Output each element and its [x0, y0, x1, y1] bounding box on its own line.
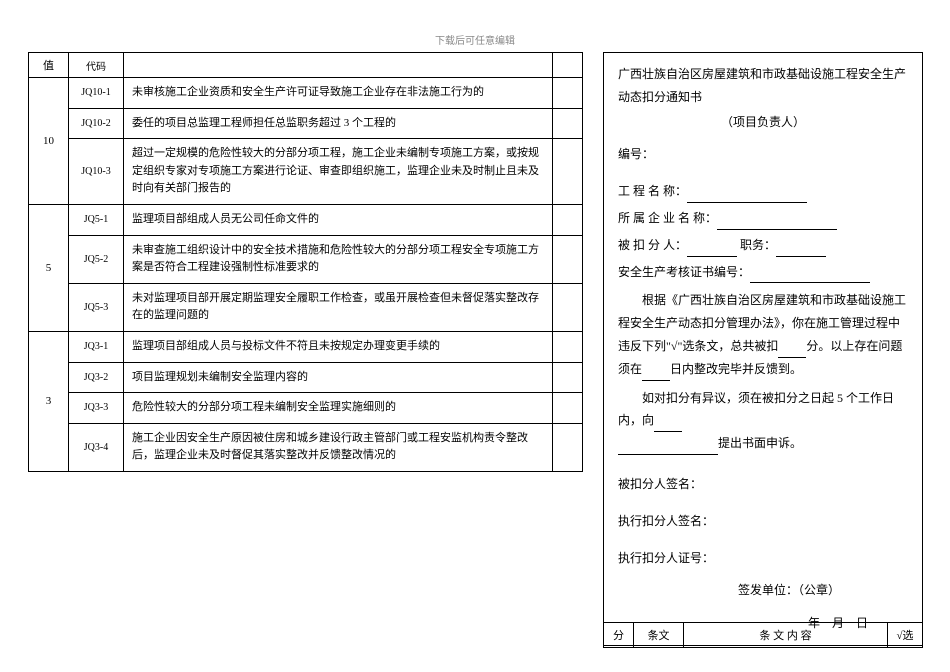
table-header-row: 值 代码: [29, 53, 583, 78]
cert-line: 安全生产考核证书编号：: [618, 261, 908, 284]
table-row: 3 JQ3-1 监理项目部组成人员与投标文件不符且未按规定办理变更手续的: [29, 331, 583, 362]
row-desc: 危险性较大的分部分项工程未编制安全监理实施细则的: [124, 393, 553, 424]
row-check: [553, 204, 583, 235]
serial-label: 编号：: [618, 147, 654, 161]
table-row: 10 JQ10-1 未审核施工企业资质和安全生产许可证导致施工企业存在非法施工行…: [29, 78, 583, 109]
row-check: [553, 108, 583, 139]
person-line: 被 扣 分 人： 职务：: [618, 234, 908, 257]
bottom-col-check: √选: [888, 623, 923, 648]
row-code: JQ5-3: [69, 283, 124, 331]
cert-label: 安全生产考核证书编号：: [618, 265, 750, 279]
row-code: JQ10-3: [69, 139, 124, 205]
table-row: JQ3-2 项目监理规划未编制安全监理内容的: [29, 362, 583, 393]
deduction-table: 值 代码 10 JQ10-1 未审核施工企业资质和安全生产许可证导致施工企业存在…: [28, 52, 583, 472]
sign-person-line: 被扣分人签名：: [618, 473, 908, 496]
table-row: JQ3-3 危险性较大的分部分项工程未编制安全监理实施细则的: [29, 393, 583, 424]
bottom-col-score: 分: [604, 623, 634, 648]
row-check: [553, 235, 583, 283]
header-value: 值: [29, 53, 69, 78]
row-code: JQ10-2: [69, 108, 124, 139]
row-desc: 未审查施工组织设计中的安全技术措施和危险性较大的分部分项工程安全专项施工方案是否…: [124, 235, 553, 283]
seal-line: 签发单位：（公章）: [618, 579, 908, 602]
appeal-to-blank-2: [618, 441, 718, 455]
notice-title: 广西壮族自治区房屋建筑和市政基础设施工程安全生产动态扣分通知书: [618, 63, 908, 109]
row-desc: 超过一定规模的危险性较大的分部分项工程，施工企业未编制专项施工方案，或按规定组织…: [124, 139, 553, 205]
row-desc: 监理项目部组成人员无公司任命文件的: [124, 204, 553, 235]
row-check: [553, 283, 583, 331]
company-line: 所 属 企 业 名 称：: [618, 207, 908, 230]
row-check: [553, 423, 583, 471]
bottom-col-article: 条文: [634, 623, 684, 648]
bottom-header-table: 分 条文 条 文 内 容 √选: [603, 622, 923, 648]
row-desc: 未审核施工企业资质和安全生产许可证导致施工企业存在非法施工行为的: [124, 78, 553, 109]
company-label: 所 属 企 业 名 称：: [618, 211, 717, 225]
table-row: JQ5-3 未对监理项目部开展定期监理安全履职工作检查，或虽开展检查但未督促落实…: [29, 283, 583, 331]
row-code: JQ10-1: [69, 78, 124, 109]
row-desc: 未对监理项目部开展定期监理安全履职工作检查，或虽开展检查但未督促落实整改存在的监…: [124, 283, 553, 331]
row-code: JQ3-1: [69, 331, 124, 362]
table-row: 5 JQ5-1 监理项目部组成人员无公司任命文件的: [29, 204, 583, 235]
table-row: JQ10-3 超过一定规模的危险性较大的分部分项工程，施工企业未编制专项施工方案…: [29, 139, 583, 205]
row-check: [553, 78, 583, 109]
table-row: JQ5-2 未审查施工组织设计中的安全技术措施和危险性较大的分部分项工程安全专项…: [29, 235, 583, 283]
score-blank: [778, 344, 806, 358]
sign-exec-line: 执行扣分人签名：: [618, 510, 908, 533]
row-check: [553, 393, 583, 424]
row-desc: 委任的项目总监理工程师担任总监职务超过 3 个工程的: [124, 108, 553, 139]
serial-line: 编号：: [618, 143, 908, 166]
row-code: JQ5-1: [69, 204, 124, 235]
row-check: [553, 362, 583, 393]
notice-form: 广西壮族自治区房屋建筑和市政基础设施工程安全生产动态扣分通知书 （项目负责人） …: [603, 52, 923, 646]
person-blank: [687, 243, 737, 257]
duty-blank: [776, 243, 826, 257]
group-value: 10: [29, 78, 69, 205]
paragraph-1: 根据《广西壮族自治区房屋建筑和市政基础设施工程安全生产动态扣分管理办法》，你在施…: [618, 289, 908, 380]
paragraph-2: 如对扣分有异议，须在被扣分之日起 5 个工作日内，向 提出书面申诉。: [618, 387, 908, 455]
cert-blank: [750, 269, 870, 283]
header-code: 代码: [69, 53, 124, 78]
row-desc: 项目监理规划未编制安全监理内容的: [124, 362, 553, 393]
para1-c: 日内整改完毕并反馈到: [670, 362, 790, 376]
bottom-table-container: 分 条文 条 文 内 容 √选: [603, 622, 923, 648]
notice-subtitle: （项目负责人）: [618, 111, 908, 134]
row-code: JQ3-4: [69, 423, 124, 471]
project-name-blank: [687, 189, 807, 203]
page-header: 下载后可任意编辑: [0, 32, 950, 47]
bottom-col-content: 条 文 内 容: [684, 623, 888, 648]
row-code: JQ3-2: [69, 362, 124, 393]
appeal-to-blank: [654, 418, 682, 432]
row-code: JQ3-3: [69, 393, 124, 424]
sign-exec-id-line: 执行扣分人证号：: [618, 547, 908, 570]
header-desc: [124, 53, 553, 78]
project-name-line: 工 程 名 称：: [618, 180, 908, 203]
signature-block: 被扣分人签名： 执行扣分人签名： 执行扣分人证号：: [618, 473, 908, 569]
project-name-label: 工 程 名 称：: [618, 184, 687, 198]
group-value: 5: [29, 204, 69, 331]
notice-form-container: 广西壮族自治区房屋建筑和市政基础设施工程安全生产动态扣分通知书 （项目负责人） …: [603, 52, 923, 646]
header-check: [553, 53, 583, 78]
row-desc: 施工企业因安全生产原因被住房和城乡建设行政主管部门或工程安监机构责令整改后，监理…: [124, 423, 553, 471]
para1-d: 。: [790, 362, 802, 376]
duty-label: 职务：: [740, 238, 776, 252]
row-desc: 监理项目部组成人员与投标文件不符且未按规定办理变更手续的: [124, 331, 553, 362]
person-label: 被 扣 分 人：: [618, 238, 687, 252]
group-value: 3: [29, 331, 69, 471]
days-blank: [642, 367, 670, 381]
row-check: [553, 139, 583, 205]
table-row: JQ10-2 委任的项目总监理工程师担任总监职务超过 3 个工程的: [29, 108, 583, 139]
company-blank: [717, 216, 837, 230]
row-check: [553, 331, 583, 362]
para2-b: 提出书面申诉。: [718, 436, 802, 450]
bottom-header-row: 分 条文 条 文 内 容 √选: [604, 623, 923, 648]
table-row: JQ3-4 施工企业因安全生产原因被住房和城乡建设行政主管部门或工程安监机构责令…: [29, 423, 583, 471]
left-table-container: 值 代码 10 JQ10-1 未审核施工企业资质和安全生产许可证导致施工企业存在…: [28, 52, 583, 472]
row-code: JQ5-2: [69, 235, 124, 283]
